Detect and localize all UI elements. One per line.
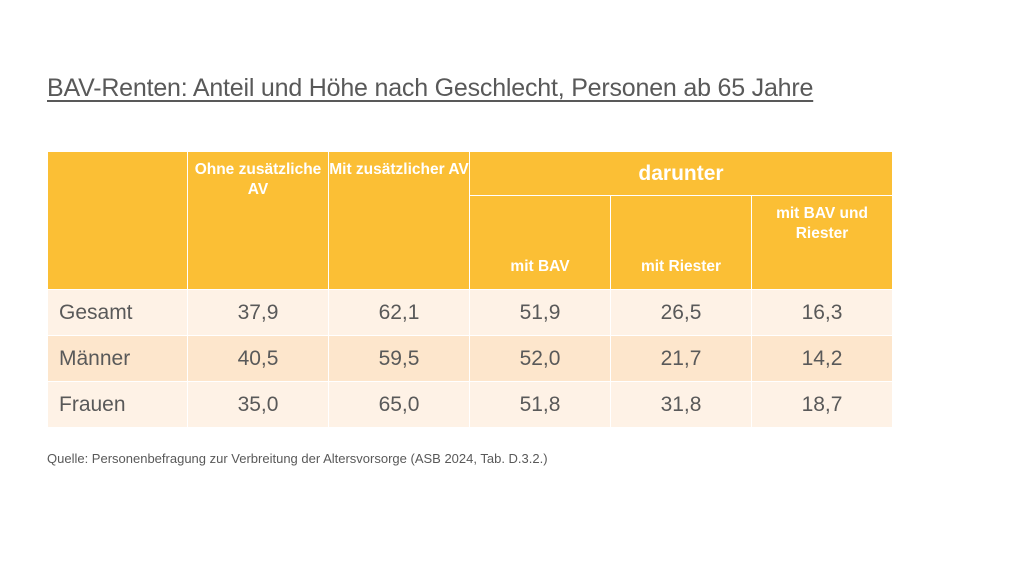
header-darunter: darunter xyxy=(468,151,894,196)
cell-mit-av: 62,1 xyxy=(328,289,470,336)
page-title: BAV-Renten: Anteil und Höhe nach Geschle… xyxy=(47,74,814,102)
header-empty-cell xyxy=(47,151,188,290)
cell-mit-riester: 26,5 xyxy=(610,289,752,336)
cell-mit-bav-und-riester: 16,3 xyxy=(750,289,894,336)
cell-mit-bav-und-riester: 14,2 xyxy=(750,335,894,382)
cell-mit-av: 65,0 xyxy=(328,381,470,428)
cell-ohne-av: 37,9 xyxy=(187,289,329,336)
header-row-2: mit BAV mit Riester mit BAV und Riester xyxy=(48,195,894,290)
row-label: Männer xyxy=(47,335,188,382)
table-row: Gesamt 37,9 62,1 51,9 26,5 16,3 xyxy=(47,289,894,336)
cell-ohne-av: 35,0 xyxy=(187,381,329,428)
row-label: Frauen xyxy=(47,381,188,428)
cell-mit-riester: 31,8 xyxy=(610,381,752,428)
cell-mit-bav: 51,8 xyxy=(469,381,611,428)
source-note: Quelle: Personenbefragung zur Verbreitun… xyxy=(47,451,548,466)
cell-ohne-av: 40,5 xyxy=(187,335,329,382)
table-row: Männer 40,5 59,5 52,0 21,7 14,2 xyxy=(47,335,894,382)
data-table: Ohne zusätzliche AV Mit zusätzlicher AV … xyxy=(47,151,894,428)
header-mit-riester: mit Riester xyxy=(610,195,752,290)
cell-mit-bav-und-riester: 18,7 xyxy=(750,381,894,428)
row-label: Gesamt xyxy=(47,289,188,336)
cell-mit-av: 59,5 xyxy=(328,335,470,382)
cell-mit-riester: 21,7 xyxy=(610,335,752,382)
header-mit-bav: mit BAV xyxy=(469,195,611,290)
cell-mit-bav: 52,0 xyxy=(469,335,611,382)
table-row: Frauen 35,0 65,0 51,8 31,8 18,7 xyxy=(47,381,894,428)
header-ohne-av: Ohne zusätzliche AV xyxy=(187,151,329,290)
header-mit-bav-und-riester: mit BAV und Riester xyxy=(750,195,894,290)
cell-mit-bav: 51,9 xyxy=(469,289,611,336)
header-mit-av: Mit zusätzlicher AV xyxy=(328,151,470,290)
header-row-1: Ohne zusätzliche AV Mit zusätzlicher AV … xyxy=(47,151,894,290)
